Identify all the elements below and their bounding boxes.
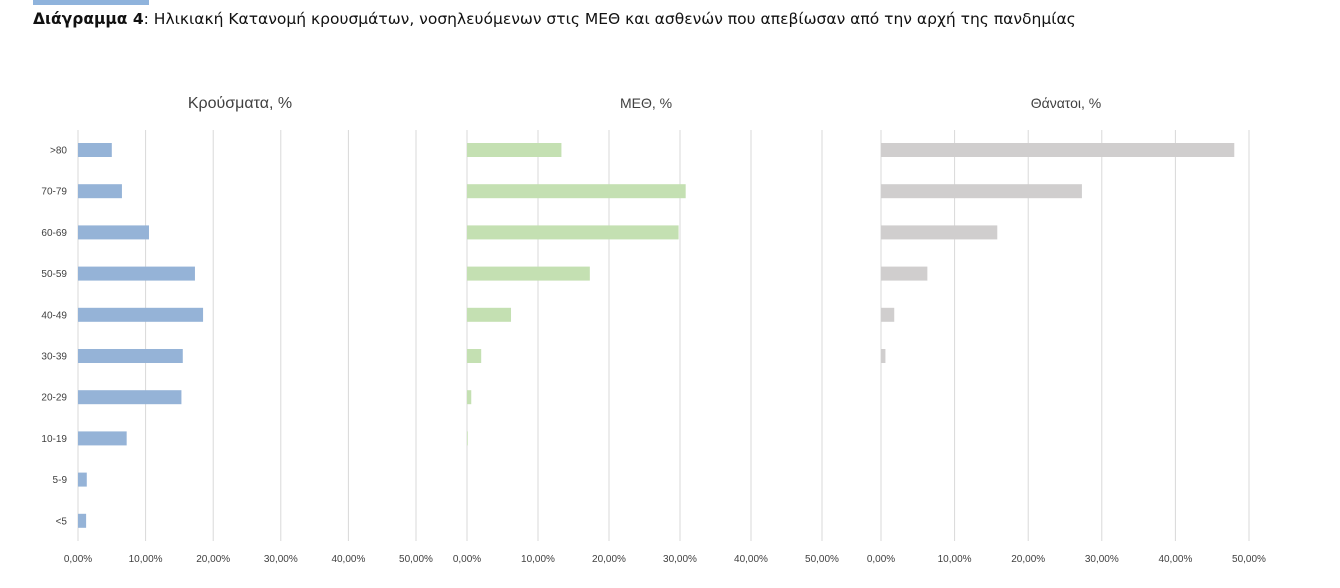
category-label: 30-39	[41, 352, 67, 363]
bar	[78, 184, 122, 199]
bar	[881, 266, 928, 281]
x-tick-label: 40,00%	[1158, 554, 1192, 565]
x-tick-label: 40,00%	[331, 554, 365, 565]
panel-title: Κρούσματα, %	[188, 95, 292, 112]
bar	[467, 184, 686, 199]
x-tick-label: 10,00%	[129, 554, 163, 565]
x-tick-label: 30,00%	[1085, 554, 1119, 565]
bar	[467, 349, 482, 363]
bar	[78, 513, 87, 528]
x-tick-label: 0,00%	[867, 554, 895, 565]
bar	[78, 307, 204, 322]
bar	[467, 225, 679, 240]
bar	[881, 184, 1082, 199]
x-tick-label: 30,00%	[663, 554, 697, 565]
bar	[881, 307, 895, 322]
panel-title: Θάνατοι, %	[1031, 95, 1102, 111]
bar	[467, 390, 472, 405]
x-tick-label: 50,00%	[399, 554, 433, 565]
figure-caption: Διάγραμμα 4: Ηλικιακή Κατανομή κρουσμάτω…	[33, 10, 1076, 28]
panel-title: ΜΕΘ, %	[620, 95, 672, 111]
category-label: 50-59	[41, 269, 67, 280]
x-tick-label: 0,00%	[64, 554, 92, 565]
bar	[78, 472, 87, 487]
bar	[467, 431, 468, 446]
x-tick-label: 40,00%	[734, 554, 768, 565]
top-color-strip	[33, 0, 149, 5]
caption-label: Διάγραμμα 4	[33, 10, 144, 28]
bar	[881, 225, 998, 240]
category-label: 60-69	[41, 228, 67, 239]
bar	[78, 225, 149, 240]
x-tick-label: 20,00%	[196, 554, 230, 565]
bar	[78, 431, 127, 446]
bar	[78, 390, 182, 405]
x-tick-label: 10,00%	[938, 554, 972, 565]
bar	[78, 143, 112, 157]
bar	[467, 266, 590, 281]
bar	[467, 143, 562, 157]
category-label: >80	[50, 146, 67, 157]
bar	[78, 266, 195, 281]
x-tick-label: 50,00%	[1232, 554, 1266, 565]
category-label: <5	[56, 516, 68, 527]
category-label: 20-29	[41, 393, 67, 404]
x-tick-label: 0,00%	[453, 554, 481, 565]
category-label: 5-9	[53, 475, 68, 486]
category-label: 40-49	[41, 310, 67, 321]
x-tick-label: 20,00%	[592, 554, 626, 565]
x-tick-label: 50,00%	[805, 554, 839, 565]
x-tick-label: 20,00%	[1011, 554, 1045, 565]
x-tick-label: 10,00%	[521, 554, 555, 565]
bar	[78, 349, 183, 363]
category-label: 10-19	[41, 434, 67, 445]
bar	[881, 143, 1235, 157]
category-label: 70-79	[41, 187, 67, 198]
bar	[881, 349, 886, 363]
caption-text: : Ηλικιακή Κατανομή κρουσμάτων, νοσηλευό…	[143, 10, 1076, 28]
bar	[467, 307, 512, 322]
x-tick-label: 30,00%	[264, 554, 298, 565]
